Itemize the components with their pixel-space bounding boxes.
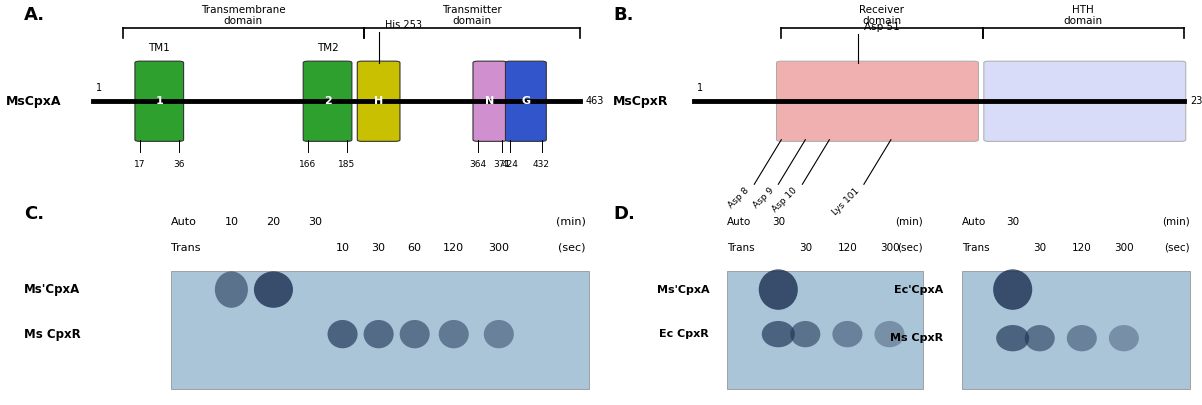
- Text: H: H: [374, 96, 383, 106]
- Ellipse shape: [993, 269, 1033, 310]
- Text: Auto: Auto: [171, 217, 197, 227]
- Text: Asp 51: Asp 51: [864, 22, 900, 32]
- Ellipse shape: [996, 325, 1029, 352]
- Text: 463: 463: [587, 96, 605, 106]
- Text: 10: 10: [225, 217, 238, 227]
- Ellipse shape: [254, 271, 293, 308]
- Text: (min): (min): [1162, 217, 1190, 227]
- Text: Ms CpxR: Ms CpxR: [24, 328, 81, 341]
- Text: 424: 424: [501, 160, 519, 169]
- Text: 20: 20: [267, 217, 280, 227]
- Text: 30: 30: [1006, 217, 1019, 227]
- Ellipse shape: [758, 269, 798, 310]
- Text: 60: 60: [407, 243, 422, 253]
- FancyBboxPatch shape: [776, 61, 978, 141]
- Text: 364: 364: [469, 160, 487, 169]
- Text: 371: 371: [493, 160, 511, 169]
- Ellipse shape: [1108, 325, 1139, 352]
- Text: MsCpxA: MsCpxA: [6, 95, 61, 108]
- Ellipse shape: [399, 320, 429, 348]
- Ellipse shape: [439, 320, 469, 348]
- Ellipse shape: [874, 321, 905, 347]
- Text: 1: 1: [697, 83, 703, 93]
- Text: (sec): (sec): [1165, 243, 1190, 253]
- Text: Transmembrane
domain: Transmembrane domain: [201, 5, 286, 26]
- FancyBboxPatch shape: [357, 61, 400, 141]
- Text: Trans: Trans: [171, 243, 201, 253]
- Text: 30: 30: [309, 217, 322, 227]
- Text: Asp 10: Asp 10: [772, 186, 799, 215]
- Text: 300: 300: [1114, 243, 1133, 253]
- Ellipse shape: [1024, 325, 1055, 352]
- Text: Asp 8: Asp 8: [727, 186, 751, 211]
- Text: Ec'CpxA: Ec'CpxA: [894, 285, 944, 294]
- Text: 300: 300: [488, 243, 510, 253]
- Text: B.: B.: [613, 6, 633, 24]
- Text: TM1: TM1: [148, 43, 171, 53]
- Text: 2: 2: [323, 96, 332, 106]
- Text: 1: 1: [155, 96, 163, 106]
- Ellipse shape: [327, 320, 358, 348]
- Ellipse shape: [1066, 325, 1097, 352]
- Text: Auto: Auto: [962, 217, 986, 227]
- Text: N: N: [486, 96, 494, 106]
- Text: 120: 120: [444, 243, 464, 253]
- Text: His 253: His 253: [385, 20, 422, 30]
- Ellipse shape: [364, 320, 393, 348]
- Text: 30: 30: [799, 243, 811, 253]
- Text: 432: 432: [532, 160, 551, 169]
- Text: D.: D.: [613, 205, 635, 222]
- Text: TM2: TM2: [316, 43, 339, 53]
- Text: (min): (min): [894, 217, 923, 227]
- FancyBboxPatch shape: [303, 61, 352, 141]
- Text: 1: 1: [96, 83, 102, 93]
- Ellipse shape: [791, 321, 820, 347]
- Ellipse shape: [483, 320, 514, 348]
- Text: Ms'CpxA: Ms'CpxA: [24, 283, 81, 296]
- Text: (sec): (sec): [897, 243, 923, 253]
- Ellipse shape: [832, 321, 863, 347]
- FancyBboxPatch shape: [472, 61, 507, 141]
- Ellipse shape: [762, 321, 795, 347]
- Text: 36: 36: [173, 160, 185, 169]
- Text: Transmitter
domain: Transmitter domain: [442, 5, 501, 26]
- Text: 185: 185: [339, 160, 356, 169]
- Text: 17: 17: [133, 160, 145, 169]
- Text: 30: 30: [772, 217, 785, 227]
- Text: Trans: Trans: [727, 243, 755, 253]
- Text: HTH
domain: HTH domain: [1064, 5, 1103, 26]
- Text: 10: 10: [335, 243, 350, 253]
- Text: (min): (min): [557, 217, 587, 227]
- Text: Ms'CpxA: Ms'CpxA: [656, 285, 709, 294]
- Text: Trans: Trans: [962, 243, 989, 253]
- Text: Asp 9: Asp 9: [751, 186, 775, 211]
- FancyBboxPatch shape: [135, 61, 184, 141]
- Text: Ec CpxR: Ec CpxR: [660, 329, 709, 339]
- Text: A.: A.: [24, 6, 46, 24]
- Text: (sec): (sec): [559, 243, 587, 253]
- Text: 30: 30: [371, 243, 386, 253]
- FancyBboxPatch shape: [505, 61, 546, 141]
- Text: 235: 235: [1190, 96, 1202, 106]
- FancyBboxPatch shape: [171, 271, 589, 389]
- FancyBboxPatch shape: [983, 61, 1186, 141]
- Text: Receiver
domain: Receiver domain: [859, 5, 904, 26]
- Text: Lys 101: Lys 101: [831, 186, 861, 217]
- FancyBboxPatch shape: [962, 271, 1190, 389]
- Text: Ms CpxR: Ms CpxR: [891, 333, 944, 343]
- Text: C.: C.: [24, 205, 44, 222]
- FancyBboxPatch shape: [727, 271, 923, 389]
- Text: Auto: Auto: [727, 217, 751, 227]
- Text: 300: 300: [880, 243, 899, 253]
- Text: 120: 120: [838, 243, 857, 253]
- Text: 30: 30: [1034, 243, 1046, 253]
- Text: G: G: [522, 96, 530, 106]
- Text: 166: 166: [299, 160, 316, 169]
- Text: 120: 120: [1072, 243, 1091, 253]
- Ellipse shape: [215, 271, 248, 308]
- Text: MsCpxR: MsCpxR: [613, 95, 668, 108]
